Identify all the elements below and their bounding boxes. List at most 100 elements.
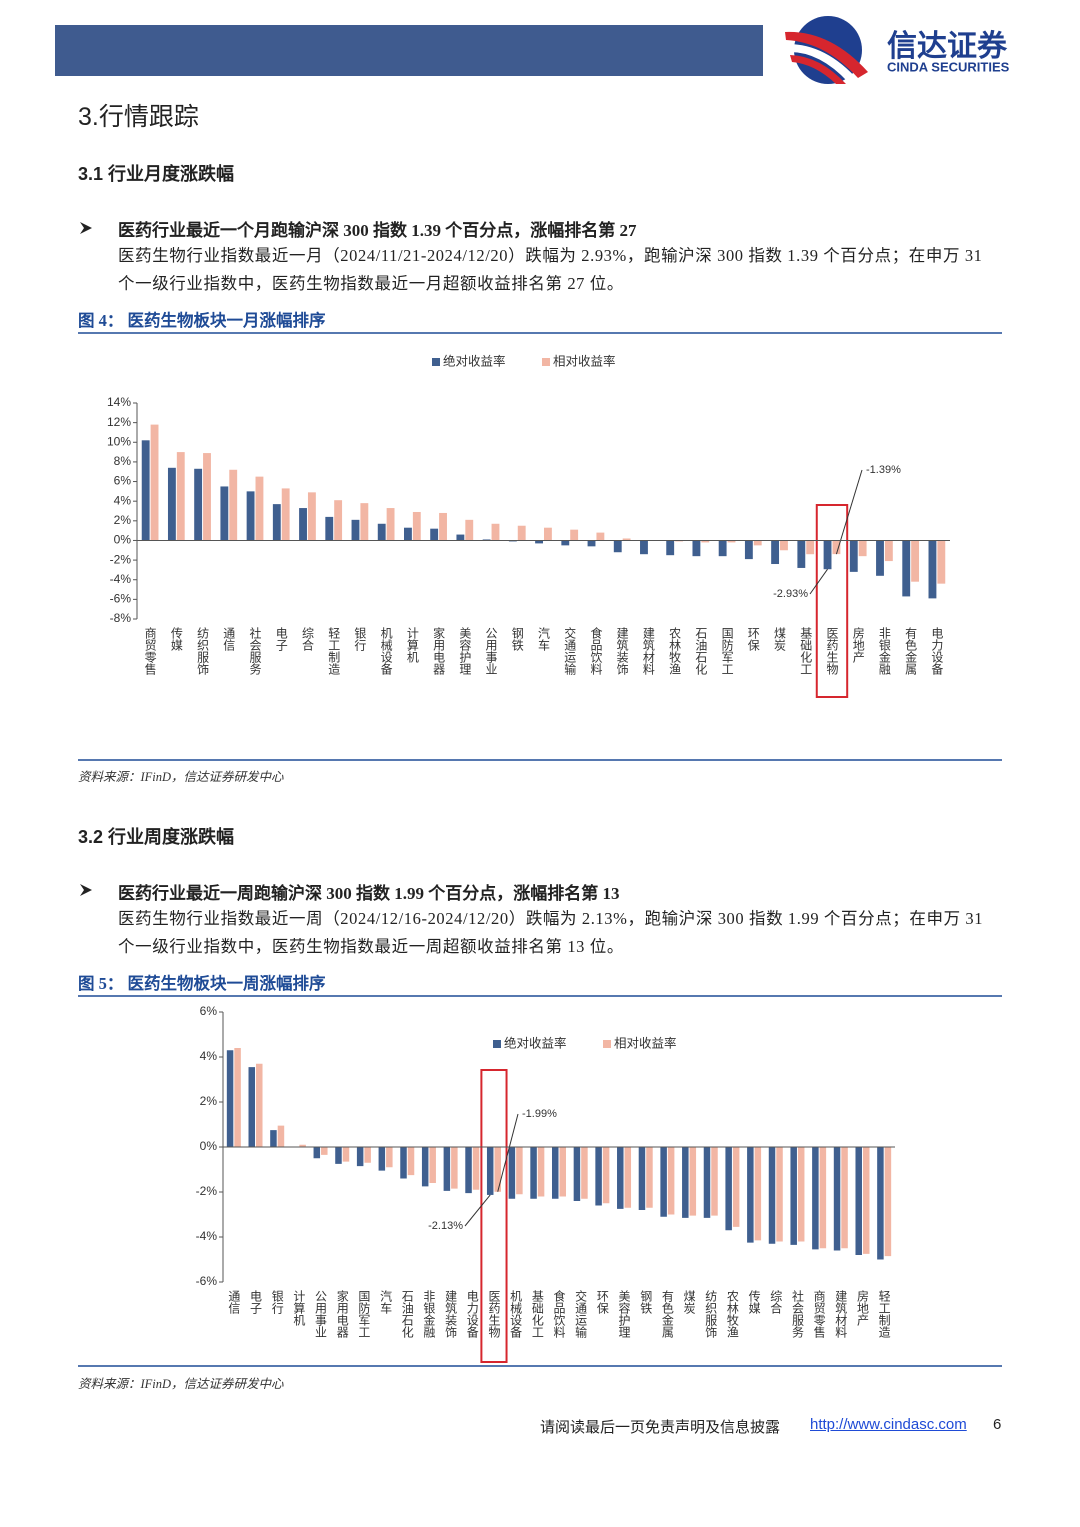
bar bbox=[624, 1147, 632, 1208]
x-tick-label: 非银金融 bbox=[877, 627, 891, 676]
x-tick-label: 轻工制造 bbox=[327, 627, 341, 675]
x-tick-label: 医药生物 bbox=[825, 627, 839, 675]
x-tick-label: 交通运输 bbox=[563, 626, 577, 676]
x-tick-label: 钢铁 bbox=[510, 627, 524, 651]
x-tick-label: 机械设备 bbox=[379, 627, 393, 676]
x-tick-label: 建筑装饰 bbox=[444, 1290, 458, 1338]
x-tick-label: 房地产 bbox=[851, 626, 865, 664]
x-tick-label: 环保 bbox=[746, 627, 760, 651]
bar bbox=[551, 1147, 559, 1199]
x-tick-label: 基础化工 bbox=[799, 627, 813, 675]
x-tick-label: 银行 bbox=[270, 1290, 284, 1314]
bar bbox=[421, 1147, 429, 1187]
x-tick-label: 电子 bbox=[274, 627, 288, 651]
bar bbox=[744, 540, 753, 560]
bar bbox=[823, 540, 832, 570]
bar bbox=[226, 1050, 234, 1147]
legend-swatch bbox=[542, 358, 550, 366]
bar bbox=[351, 519, 360, 541]
legend-swatch bbox=[493, 1040, 501, 1048]
bar bbox=[797, 1147, 805, 1242]
x-tick-label: 传媒 bbox=[747, 1289, 761, 1314]
x-tick-label: 美容护理 bbox=[458, 627, 472, 675]
leader-line bbox=[809, 568, 828, 595]
y-tick-label: -4% bbox=[196, 1229, 218, 1243]
y-tick-label: 0% bbox=[114, 533, 132, 547]
bar bbox=[248, 1067, 256, 1147]
x-tick-label: 建筑材料 bbox=[834, 1290, 848, 1338]
logo-mark bbox=[785, 16, 868, 84]
paragraph: 医药生物行业指数最近一周（2024/12/16-2024/12/20）跌幅为 2… bbox=[118, 909, 984, 956]
page-number: 6 bbox=[993, 1416, 1002, 1433]
x-tick-label: 银行 bbox=[353, 627, 367, 651]
x-tick-label: 汽车 bbox=[379, 1289, 393, 1315]
bar bbox=[255, 476, 264, 541]
bar bbox=[299, 1144, 306, 1147]
x-tick-label: 房地产 bbox=[855, 1289, 869, 1327]
bar bbox=[494, 1147, 501, 1192]
y-tick-label: 6% bbox=[200, 1004, 218, 1018]
y-tick-label: 0% bbox=[200, 1139, 218, 1153]
bar bbox=[465, 519, 474, 541]
bar bbox=[832, 540, 841, 555]
y-tick-label: 4% bbox=[200, 1049, 218, 1063]
bullet: 医药行业最近一个月跑输沪深 300 指数 1.39 个百分点，涨幅排名第 27 bbox=[118, 221, 637, 240]
section-title: 3.行情跟踪 bbox=[78, 103, 199, 131]
bar bbox=[194, 468, 203, 541]
bar bbox=[299, 508, 307, 541]
x-tick-label: 家用电器 bbox=[432, 626, 446, 676]
y-tick-label: 2% bbox=[200, 1094, 218, 1108]
bar bbox=[430, 528, 439, 541]
bar bbox=[321, 1147, 328, 1155]
highlight-box bbox=[815, 504, 849, 698]
x-tick-label: 家用电器 bbox=[335, 1289, 349, 1339]
bar bbox=[806, 540, 815, 555]
bar bbox=[234, 1048, 241, 1147]
x-tick-label: 建筑装饰 bbox=[615, 627, 629, 675]
bar bbox=[325, 516, 334, 541]
x-tick-label: 机械设备 bbox=[509, 1290, 523, 1339]
bar bbox=[400, 1147, 407, 1179]
y-tick-label: 4% bbox=[114, 493, 132, 507]
bar bbox=[404, 527, 412, 541]
bar bbox=[640, 540, 648, 555]
footer-link[interactable]: http://www.cindasc.com bbox=[810, 1416, 967, 1433]
legend-label: 绝对收益率 bbox=[443, 353, 506, 368]
x-tick-label: 农林牧渔 bbox=[725, 1290, 739, 1338]
x-tick-label: 轻工制造 bbox=[877, 1290, 891, 1338]
y-tick-label: 6% bbox=[114, 474, 132, 488]
bar bbox=[342, 1147, 350, 1162]
bar bbox=[203, 453, 211, 541]
bar bbox=[884, 1147, 892, 1257]
bar bbox=[537, 1147, 545, 1197]
x-tick-label: 计算机 bbox=[405, 627, 419, 663]
y-tick-label: -2% bbox=[196, 1184, 218, 1198]
bar bbox=[732, 1147, 740, 1227]
logo-cn: 信达证券 bbox=[887, 30, 1008, 63]
y-tick-label: -6% bbox=[110, 592, 132, 606]
bar bbox=[491, 523, 500, 541]
bar bbox=[429, 1147, 436, 1183]
bar bbox=[877, 1147, 884, 1260]
bar bbox=[711, 1147, 718, 1216]
x-tick-label: 交通运输 bbox=[574, 1289, 588, 1339]
legend-swatch bbox=[432, 358, 440, 366]
bar bbox=[876, 540, 884, 576]
bullet-arrow bbox=[80, 222, 92, 234]
bar bbox=[313, 1147, 321, 1159]
y-tick-label: 10% bbox=[107, 434, 131, 448]
x-tick-label: 综合 bbox=[300, 627, 314, 651]
bar bbox=[725, 1147, 732, 1231]
bar bbox=[841, 1147, 848, 1249]
bar bbox=[617, 1147, 624, 1209]
bar bbox=[613, 540, 622, 553]
bar bbox=[812, 1147, 819, 1250]
x-tick-label: 环保 bbox=[595, 1290, 609, 1314]
bar bbox=[862, 1147, 870, 1254]
x-tick-label: 通信 bbox=[227, 1290, 241, 1315]
bar bbox=[855, 1147, 862, 1255]
bar bbox=[141, 440, 150, 541]
bar bbox=[386, 508, 395, 541]
bar bbox=[747, 1147, 754, 1243]
